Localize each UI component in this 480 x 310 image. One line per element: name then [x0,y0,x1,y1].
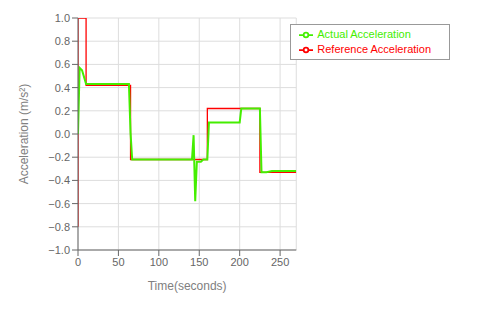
svg-text:0: 0 [75,256,81,268]
svg-text:−1.0: −1.0 [48,244,70,256]
svg-text:50: 50 [112,256,124,268]
svg-text:150: 150 [190,256,208,268]
svg-text:100: 100 [150,256,168,268]
svg-text:250: 250 [271,256,289,268]
svg-text:0.0: 0.0 [55,128,70,140]
svg-text:0.8: 0.8 [55,35,70,47]
svg-text:−0.2: −0.2 [48,151,70,163]
svg-text:0.6: 0.6 [55,58,70,70]
svg-text:−0.6: −0.6 [48,198,70,210]
svg-text:Acceleration (m/s²): Acceleration (m/s²) [17,84,31,185]
html-text:Reference Acceleration: Reference Acceleration [317,43,431,56]
svg-text:0.2: 0.2 [55,105,70,117]
svg-text:−0.4: −0.4 [48,174,70,186]
svg-text:−0.8: −0.8 [48,221,70,233]
svg-text:1.0: 1.0 [55,12,70,24]
svg-text:Time(seconds): Time(seconds) [148,279,227,293]
svg-text:200: 200 [230,256,248,268]
svg-text:0.4: 0.4 [55,82,70,94]
html-text:Actual Acceleration: Actual Acceleration [317,28,411,40]
